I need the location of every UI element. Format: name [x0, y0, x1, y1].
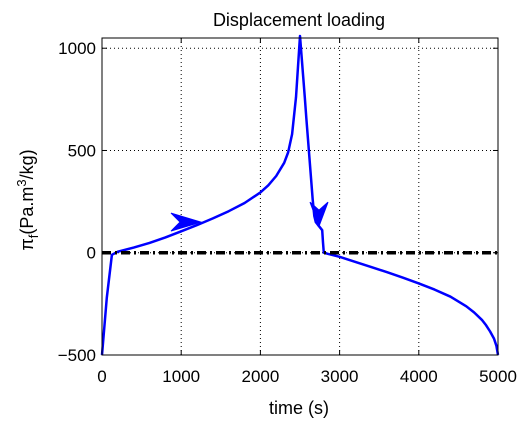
flow-arrow-right	[170, 212, 203, 232]
x-axis-label: time (s)	[269, 398, 329, 418]
y-tick-label-3: 1000	[58, 39, 96, 58]
x-tick-label-5: 5000	[479, 367, 517, 386]
y-axis-label-units-sup: 3	[14, 179, 29, 186]
x-tick-label-3: 3000	[321, 367, 359, 386]
x-tick-label-0: 0	[97, 367, 106, 386]
chart-title: Displacement loading	[213, 10, 385, 30]
arrows-group	[170, 201, 329, 232]
ticks-group	[101, 38, 499, 356]
y-axis-label-units-a: (Pa.m	[17, 187, 37, 235]
x-tick-label-4: 4000	[400, 367, 438, 386]
flow-arrow-down	[309, 201, 329, 228]
x-tick-label-1: 1000	[162, 367, 200, 386]
x-tick-label-2: 2000	[241, 367, 279, 386]
y-axis-label: πf(Pa.m3/kg)	[14, 149, 41, 250]
y-axis-label-sub: f	[26, 234, 41, 238]
series-line-0	[100, 34, 500, 356]
series-group	[100, 34, 500, 356]
plot-frame	[101, 37, 499, 356]
y-tick-label-2: 500	[68, 141, 96, 160]
y-tick-label-0: −500	[58, 346, 96, 365]
y-tick-label-1: 0	[87, 244, 96, 263]
grid	[102, 38, 498, 355]
y-axis-label-main: π	[17, 238, 37, 250]
y-axis-label-units-b: /kg)	[17, 149, 37, 179]
